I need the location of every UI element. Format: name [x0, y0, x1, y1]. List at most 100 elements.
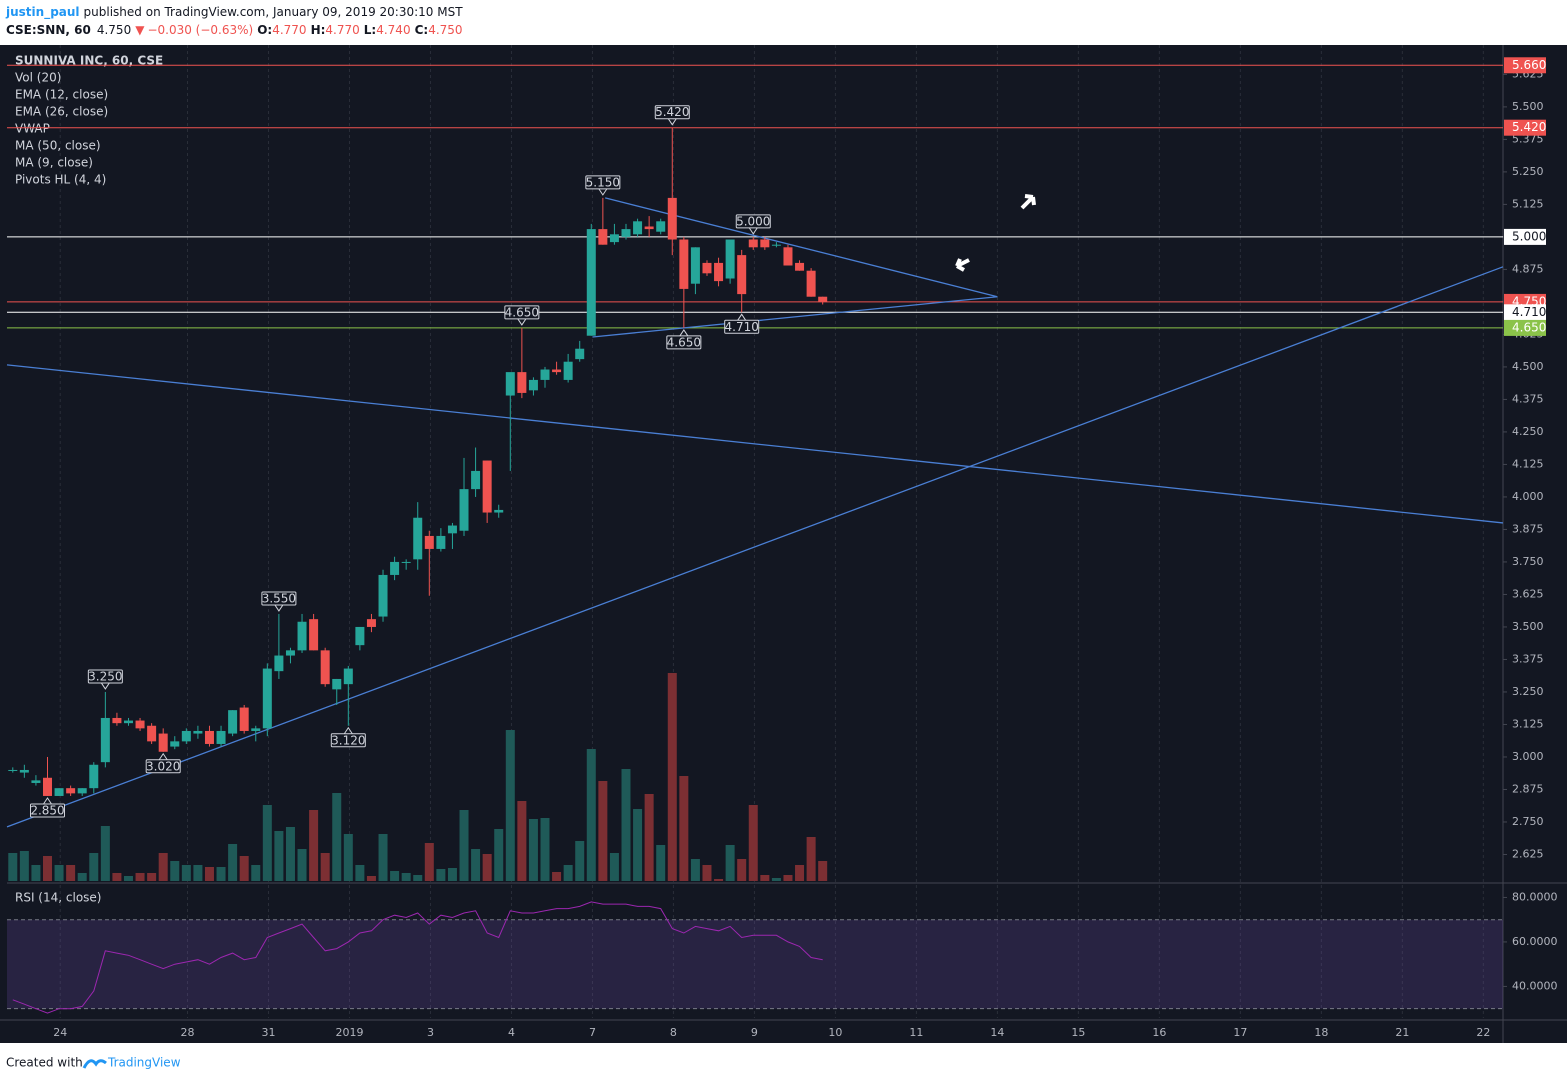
level-label: 5.660	[1512, 58, 1546, 72]
level-tag	[1504, 304, 1546, 321]
candle-body	[158, 733, 168, 752]
y-tick-label: 4.875	[1512, 262, 1544, 275]
volume-bar	[494, 829, 504, 881]
candle-body	[309, 619, 319, 651]
volume-bar	[332, 793, 342, 881]
volume-bar	[378, 834, 388, 881]
x-tick-label: 15	[1071, 1026, 1085, 1039]
candle-body	[494, 509, 504, 513]
volume-bar	[251, 865, 261, 881]
level-label: 4.650	[1512, 320, 1546, 334]
volume-bar	[285, 827, 295, 881]
y-tick-label: 3.125	[1512, 717, 1544, 730]
volume-bar	[66, 865, 76, 881]
volume-bar	[528, 819, 538, 881]
pivot-box	[666, 335, 702, 350]
level-label: 4.710	[1512, 305, 1546, 319]
x-tick-label: 3	[427, 1026, 434, 1039]
candle-body	[366, 619, 376, 627]
ohlc-key: H:	[311, 23, 326, 37]
y-tick-label: 3.000	[1512, 750, 1544, 763]
candle-body	[771, 244, 781, 246]
candle-body	[424, 535, 434, 549]
volume-bar	[563, 865, 573, 881]
candle-body	[760, 239, 770, 248]
volume-bar	[320, 853, 330, 881]
volume-bar	[19, 851, 29, 881]
candle-body	[575, 348, 585, 360]
volume-bar	[818, 861, 828, 881]
pivot-label: 3.020	[146, 759, 180, 773]
candle-body	[251, 728, 261, 731]
candle-body	[656, 221, 666, 232]
legend-entry: VWAP	[15, 122, 50, 136]
candle-body	[8, 769, 18, 771]
candle-body	[528, 379, 538, 391]
candle-body	[19, 769, 29, 773]
pivot-pointer	[343, 726, 353, 735]
candle-body	[343, 668, 353, 685]
volume-bar	[31, 865, 41, 881]
ohlc-value: 4.770	[325, 23, 359, 37]
pivot-pointer	[158, 752, 168, 761]
volume-bar	[181, 865, 191, 881]
volume-bar	[690, 859, 700, 881]
ohlc-key: O:	[257, 23, 272, 37]
volume-bar	[123, 876, 133, 881]
volume-bar	[170, 861, 180, 881]
trendline	[6, 364, 1504, 524]
y-tick-label: 80.0000	[1512, 890, 1558, 903]
x-tick-label: 9	[751, 1026, 758, 1039]
volume-bar	[42, 856, 52, 881]
legend-entry: MA (9, close)	[15, 156, 93, 170]
volume-bar	[297, 849, 307, 881]
volume-bar	[204, 867, 214, 881]
pivot-label: 3.120	[331, 733, 365, 747]
change: −0.030 (−0.63%)	[147, 23, 253, 37]
pivot-pointer	[100, 682, 110, 690]
candle-body	[795, 262, 805, 271]
pivot-label: 2.850	[30, 803, 64, 817]
volume-bar	[158, 853, 168, 881]
rsi-title: RSI (14, close)	[15, 891, 101, 905]
pivot-box	[330, 733, 366, 748]
volume-bar	[598, 781, 608, 881]
level-tag	[1504, 228, 1546, 245]
volume-bar	[540, 818, 550, 881]
candle-body	[123, 720, 133, 724]
pivot-box	[504, 305, 540, 320]
pivot-label: 5.000	[736, 214, 770, 228]
candle-body	[320, 650, 330, 685]
volume-bar	[147, 873, 157, 881]
pivot-label: 5.150	[586, 175, 620, 189]
volume-bar	[390, 871, 400, 881]
volume-bar	[795, 865, 805, 881]
candle-body	[702, 262, 712, 274]
y-tick-label: 4.125	[1512, 457, 1544, 470]
volume-bar	[725, 845, 735, 881]
x-tick-label: 21	[1395, 1026, 1409, 1039]
level-tag	[1504, 119, 1546, 136]
pivot-pointer	[517, 318, 527, 326]
footer-brand[interactable]: TradingView	[107, 1056, 181, 1070]
volume-bar	[343, 834, 353, 881]
candle-body	[285, 650, 295, 656]
pivot-box	[261, 591, 297, 606]
author-link[interactable]: justin_paul	[5, 5, 80, 20]
volume-bar	[135, 873, 145, 881]
volume-bar	[355, 865, 365, 881]
y-tick-label: 3.750	[1512, 555, 1544, 568]
volume-bar	[586, 749, 596, 881]
ohlc-value: 4.740	[376, 23, 410, 37]
trendline	[592, 296, 998, 338]
candle-body	[690, 247, 700, 284]
x-tick-label: 10	[828, 1026, 842, 1039]
legend-entry: Vol (20)	[15, 71, 61, 85]
candle-body	[216, 730, 226, 744]
candle-body	[413, 517, 423, 560]
x-tick-label: 14	[990, 1026, 1004, 1039]
volume-bar	[679, 776, 689, 881]
candle-body	[748, 239, 758, 248]
pivot-box	[654, 105, 690, 120]
ohlc-value: 4.770	[272, 23, 306, 37]
